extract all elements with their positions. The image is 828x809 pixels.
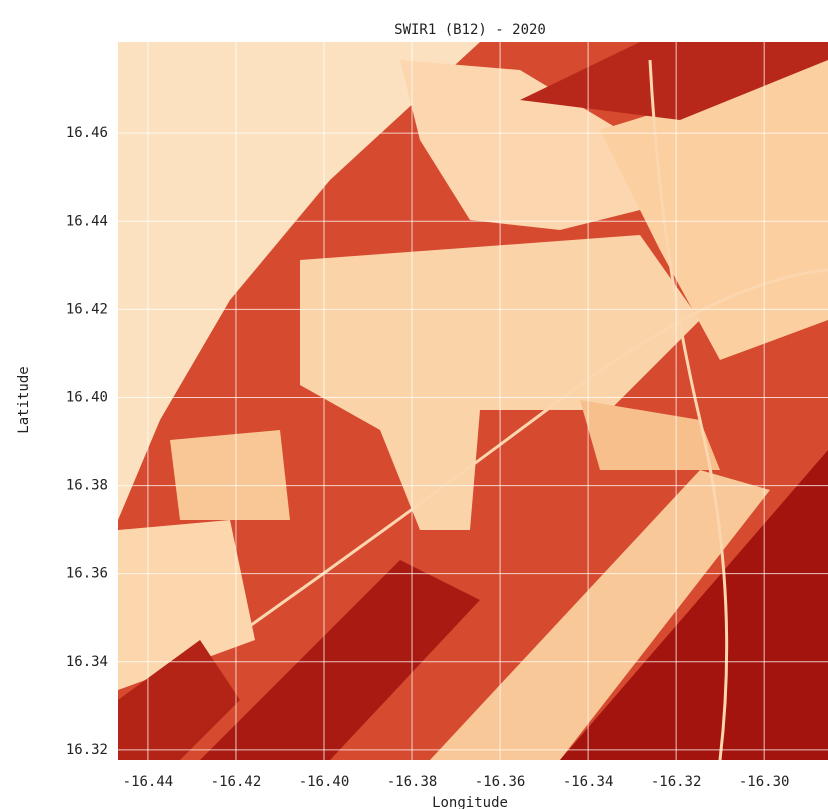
y-tick-label: 16.38: [66, 478, 108, 494]
y-tick-label: 16.40: [66, 389, 108, 405]
raster: [118, 42, 828, 760]
x-tick-label: -16.38: [387, 774, 438, 790]
chart: SWIR1 (B12) - 2020 Longitude Latitude -1…: [0, 0, 828, 809]
x-tick-label: -16.36: [475, 774, 526, 790]
x-axis-label: Longitude: [432, 795, 508, 809]
y-axis-label: Latitude: [16, 366, 32, 433]
y-tick-label: 16.36: [66, 566, 108, 582]
y-tick-label: 16.34: [66, 654, 108, 670]
x-tick-label: -16.34: [563, 774, 614, 790]
x-tick-label: -16.32: [651, 774, 702, 790]
x-tick-label: -16.40: [299, 774, 350, 790]
x-tick-label: -16.44: [123, 774, 174, 790]
x-tick-label: -16.42: [211, 774, 262, 790]
raster-region: [170, 430, 290, 520]
y-tick-label: 16.42: [66, 301, 108, 317]
x-tick-label: -16.30: [739, 774, 790, 790]
y-tick-label: 16.46: [66, 125, 108, 141]
y-tick-label: 16.44: [66, 213, 108, 229]
y-tick-label: 16.32: [66, 742, 108, 758]
chart-title: SWIR1 (B12) - 2020: [394, 22, 546, 38]
